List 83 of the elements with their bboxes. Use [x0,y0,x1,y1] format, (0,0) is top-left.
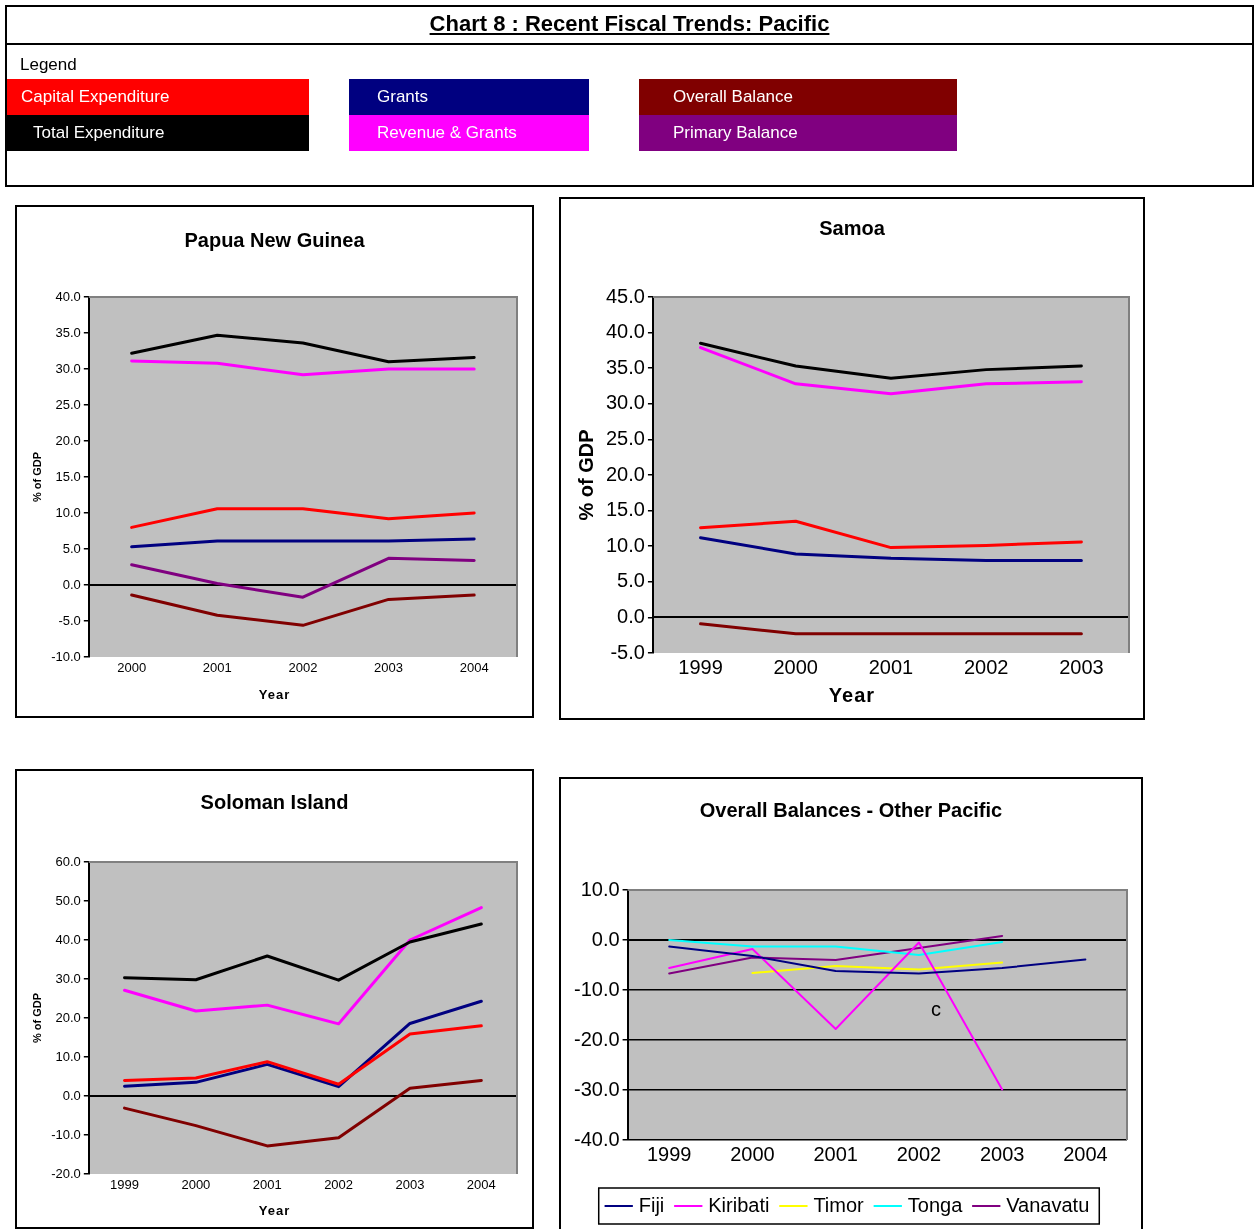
x-tick-label: 2002 [896,1142,942,1165]
y-tick-label: -20.0 [573,1027,620,1050]
y-tick-label: 10.0 [605,533,645,556]
x-tick-label: 2004 [459,660,489,676]
x-tick-label: 2002 [963,655,1009,678]
x-axis-title: Year [257,687,292,702]
y-axis-title: % of GDP [30,992,43,1044]
y-tick-label: -5.0 [610,640,645,663]
x-tick-label: 2004 [466,1177,496,1193]
y-tick-label: 35.0 [55,324,81,340]
text: Overall Balance [673,87,794,106]
annotation: c [930,997,941,1020]
text: Grants [377,87,429,106]
y-tick-label: -10.0 [51,1126,81,1142]
y-axis-title: % of GDP [574,429,597,521]
x-tick-label: 2000 [773,655,818,678]
legend-label: Timor [813,1193,865,1216]
x-tick-label: 2002 [288,660,318,676]
text: Primary Balance [673,123,798,142]
y-tick-label: 5.0 [62,540,81,556]
y-tick-label: -10.0 [573,977,620,1000]
y-tick-label: 25.0 [55,396,81,412]
x-tick-label: 2000 [730,1142,775,1165]
y-tick-label: 0.0 [62,576,81,592]
y-tick-label: 40.0 [55,288,81,304]
y-tick-label: 10.0 [580,877,620,900]
y-tick-label: -40.0 [573,1127,620,1150]
text: Capital Expenditure [21,87,170,106]
text: Chart 8 : Recent Fiscal Trends: Pacific [428,11,831,37]
y-tick-label: 0.0 [617,604,645,627]
y-tick-label: -30.0 [573,1077,620,1100]
x-tick-label: 2000 [117,660,147,676]
x-tick-label: 2003 [395,1177,425,1193]
text: Revenue & Grants [377,123,517,142]
y-tick-label: 30.0 [605,391,645,414]
x-axis-title: Year [257,1203,292,1218]
legend-label: Fiji [638,1193,665,1216]
legend-label: Vanavatu [1006,1193,1090,1216]
text: Total Expenditure [33,123,165,142]
y-tick-label: 20.0 [55,1009,81,1025]
chart-title: Overall Balances - Other Pacific [698,799,1004,822]
x-tick-label: 2001 [202,660,232,676]
y-tick-label: 45.0 [605,284,645,307]
y-tick-label: -10.0 [51,648,81,664]
text: Legend [20,55,77,74]
x-tick-label: 1999 [110,1177,139,1193]
y-tick-label: -5.0 [58,612,81,628]
x-tick-label: 2004 [1063,1142,1108,1165]
y-tick-label: 10.0 [55,504,81,520]
x-tick-label: 2000 [181,1177,211,1193]
legend-label: Tonga [907,1193,964,1216]
x-tick-label: 2001 [813,1142,858,1165]
y-tick-label: 15.0 [55,468,81,484]
chart-title: Soloman Island [199,791,350,814]
y-tick-label: 50.0 [55,892,81,908]
y-tick-label: -20.0 [51,1165,81,1181]
y-tick-label: 30.0 [55,970,81,986]
chart-title: Papua New Guinea [183,229,366,252]
y-tick-label: 40.0 [55,931,81,947]
y-tick-label: 60.0 [55,853,81,869]
x-tick-label: 2002 [324,1177,354,1193]
x-tick-label: 2001 [868,655,914,678]
y-tick-label: 30.0 [55,360,81,376]
y-tick-label: 0.0 [62,1087,81,1103]
x-tick-label: 2003 [1059,655,1104,678]
y-tick-label: 35.0 [605,355,645,378]
x-axis-title: Year [827,684,877,707]
y-tick-label: 15.0 [605,498,645,521]
y-tick-label: 20.0 [605,462,645,485]
x-tick-label: 1999 [646,1142,692,1165]
y-tick-label: 20.0 [55,432,81,448]
x-tick-label: 2003 [979,1142,1025,1165]
chart-title: Samoa [818,217,886,240]
y-tick-label: 25.0 [605,426,645,449]
y-tick-label: 10.0 [55,1048,81,1064]
legend-label: Kiribati [708,1193,770,1216]
x-tick-label: 2001 [252,1177,282,1193]
y-tick-label: 0.0 [591,927,620,950]
y-tick-label: 40.0 [605,320,645,343]
y-axis-title: % of GDP [30,451,43,503]
x-tick-label: 2003 [374,660,404,676]
x-tick-label: 1999 [678,655,723,678]
y-tick-label: 5.0 [617,569,645,592]
